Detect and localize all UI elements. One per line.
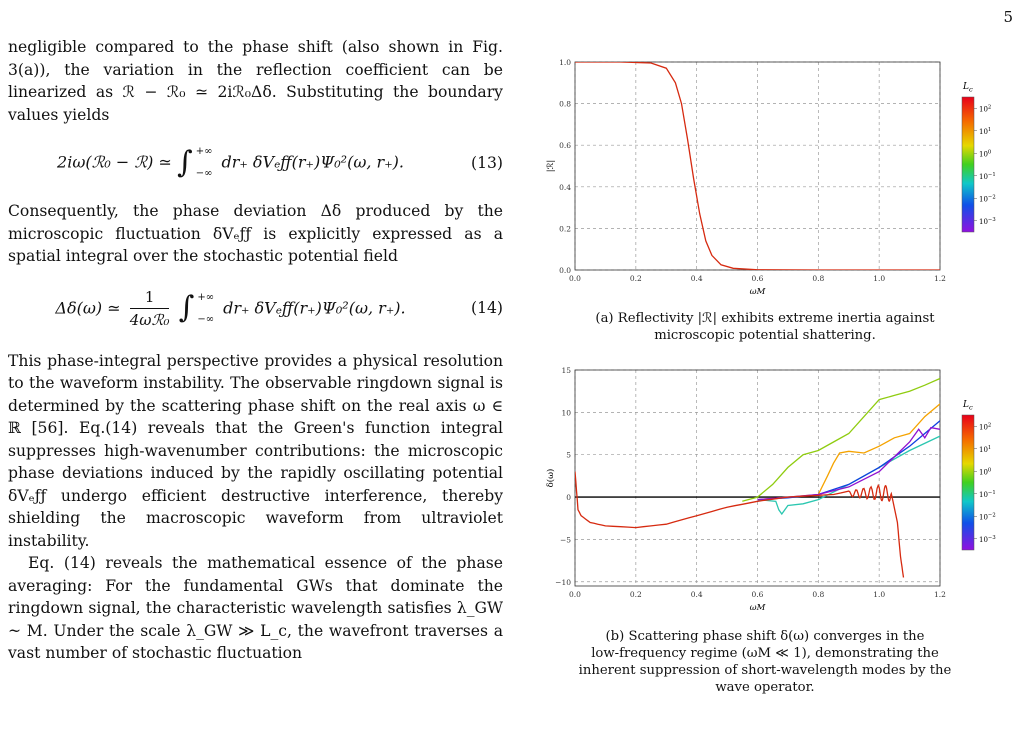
colorbar-title: Lc — [962, 400, 973, 412]
series-line-6 — [575, 471, 905, 578]
body-text-column: negligible compared to the phase shift (… — [8, 36, 503, 665]
y-tick-label: 1.0 — [559, 58, 571, 67]
colorbar-tick-label: 10−1 — [979, 490, 996, 499]
y-tick-label: 0.4 — [559, 183, 571, 192]
series-line-1 — [742, 377, 940, 502]
x-tick-label: 0.8 — [812, 274, 824, 283]
figure-a-caption: (a) Reflectivity |ℛ| exhibits extreme in… — [560, 310, 970, 344]
eq14-number: (14) — [470, 299, 503, 318]
x-tick-label: 1.0 — [873, 274, 885, 283]
y-tick-label: −5 — [560, 535, 571, 544]
integral-upper-limit: +∞ — [197, 291, 215, 303]
x-tick-label: 1.2 — [934, 274, 946, 283]
y-axis-label: δ(ω) — [545, 469, 556, 488]
colorbar-tick-label: 102 — [979, 422, 991, 431]
x-tick-label: 0.6 — [752, 274, 764, 283]
colorbar-tick-label: 100 — [979, 467, 991, 476]
colorbar-tick-label: 100 — [979, 149, 991, 158]
figure-a-caption-line2: microscopic potential shattering. — [654, 328, 876, 343]
integral-sign: ∫ — [178, 290, 195, 326]
y-tick-label: 0.6 — [559, 141, 571, 150]
colorbar-tick-label: 10−1 — [979, 172, 996, 181]
y-tick-label: 10 — [561, 408, 571, 417]
series-line-3 — [757, 435, 940, 516]
figure-b-phase-shift-chart: 0.0 0.2 0.4 0.6 0.8 1.0 1.2 −10 −5 0 5 10 15 ωM δ(ω) Lc… — [545, 366, 996, 613]
eq13-number: (13) — [470, 153, 503, 172]
series-line-2 — [757, 403, 940, 501]
figure-b-caption: (b) Scattering phase shift δ(ω) converge… — [560, 628, 970, 696]
figure-a-reflectivity-chart: 0.0 0.2 0.4 0.6 0.8 1.0 1.2 0.0 0.2 0.4 0.6 0.8 1.0 ω… — [546, 58, 996, 297]
series-line-1 — [575, 62, 940, 270]
colorbar-tick-label: 10−2 — [979, 512, 996, 521]
integral-lower-limit: −∞ — [197, 313, 215, 325]
colorbar-tick-label: 10−2 — [979, 194, 996, 203]
x-tick-label: 1.0 — [873, 590, 885, 599]
colorbar-tick-label: 10−3 — [979, 535, 996, 544]
integral-upper-limit: +∞ — [195, 146, 213, 157]
colorbar — [961, 96, 975, 233]
eq13-lhs: 2iω(ℛ₀ − ℛ) ≃ — [57, 152, 172, 172]
paragraph-4: Eq. (14) reveals the mathematical essenc… — [8, 554, 503, 662]
page-number: 5 — [1003, 8, 1013, 26]
series-line-5 — [757, 426, 940, 501]
eq14-lhs: Δδ(ω) ≃ — [55, 298, 121, 317]
colorbar-tick-label: 101 — [979, 445, 991, 454]
x-axis-label: ωM — [750, 287, 766, 297]
colorbar-tick-label: 10−3 — [979, 217, 996, 226]
x-tick-label: 1.2 — [934, 590, 946, 599]
y-tick-label: 0.8 — [559, 100, 571, 109]
x-tick-label: 0.6 — [752, 590, 764, 599]
y-tick-label: 0.0 — [559, 266, 571, 275]
x-tick-label: 0.0 — [569, 274, 581, 283]
paragraph-1: negligible compared to the phase shift (… — [8, 38, 503, 124]
equation-13: 2iω(ℛ₀ − ℛ) ≃ ∫ +∞ −∞ dr₊ δVₑƒƒ(r₊)Ψ₀²(ω,… — [8, 136, 503, 190]
colorbar-tick-label: 102 — [979, 104, 991, 113]
paragraph-3: This phase-integral perspective provides… — [8, 351, 503, 550]
x-tick-label: 0.4 — [691, 274, 703, 283]
eq14-rhs: dr₊ δVₑƒƒ(r₊)Ψ₀²(ω, r₊). — [223, 298, 406, 317]
y-tick-label: −10 — [555, 578, 571, 587]
figure-b-caption-line4: wave operator. — [715, 680, 815, 695]
paragraph-2: Consequently, the phase deviation Δδ pro… — [8, 202, 503, 265]
y-tick-label: 15 — [561, 366, 571, 375]
figure-b-caption-line1: (b) Scattering phase shift δ(ω) converge… — [605, 629, 925, 644]
eq13-rhs: dr₊ δVₑƒƒ(r₊)Ψ₀²(ω, r₊). — [221, 152, 404, 172]
integral-lower-limit: −∞ — [195, 168, 213, 179]
x-axis-label: ωM — [750, 603, 766, 613]
x-tick-label: 0.2 — [630, 274, 642, 283]
colorbar-tick-label: 101 — [979, 127, 991, 136]
colorbar-title: Lc — [962, 82, 973, 94]
x-tick-label: 0.8 — [812, 590, 824, 599]
y-axis-label: |ℛ| — [546, 160, 556, 173]
x-tick-label: 0.4 — [691, 590, 703, 599]
colorbar — [961, 414, 975, 551]
figure-b-caption-line3: inherent suppression of short-wavelength… — [578, 663, 952, 678]
figure-a-caption-line1: (a) Reflectivity |ℛ| exhibits extreme in… — [595, 311, 935, 326]
y-tick-label: 0 — [566, 493, 571, 502]
figure-b-caption-line2: low-frequency regime (ωM ≪ 1), demonstra… — [591, 646, 939, 661]
y-tick-label: 5 — [566, 451, 571, 460]
x-tick-label: 0.0 — [569, 590, 581, 599]
equation-14: Δδ(ω) ≃ 1 4ωℛ₀ ∫ +∞ −∞ dr₊ δVₑƒƒ(r₊)Ψ₀²(ω,… — [8, 278, 503, 340]
integral-sign: ∫ — [176, 144, 193, 180]
y-tick-label: 0.2 — [559, 224, 571, 233]
x-tick-label: 0.2 — [630, 590, 642, 599]
eq14-fraction: 1 4ωℛ₀ — [129, 287, 170, 329]
